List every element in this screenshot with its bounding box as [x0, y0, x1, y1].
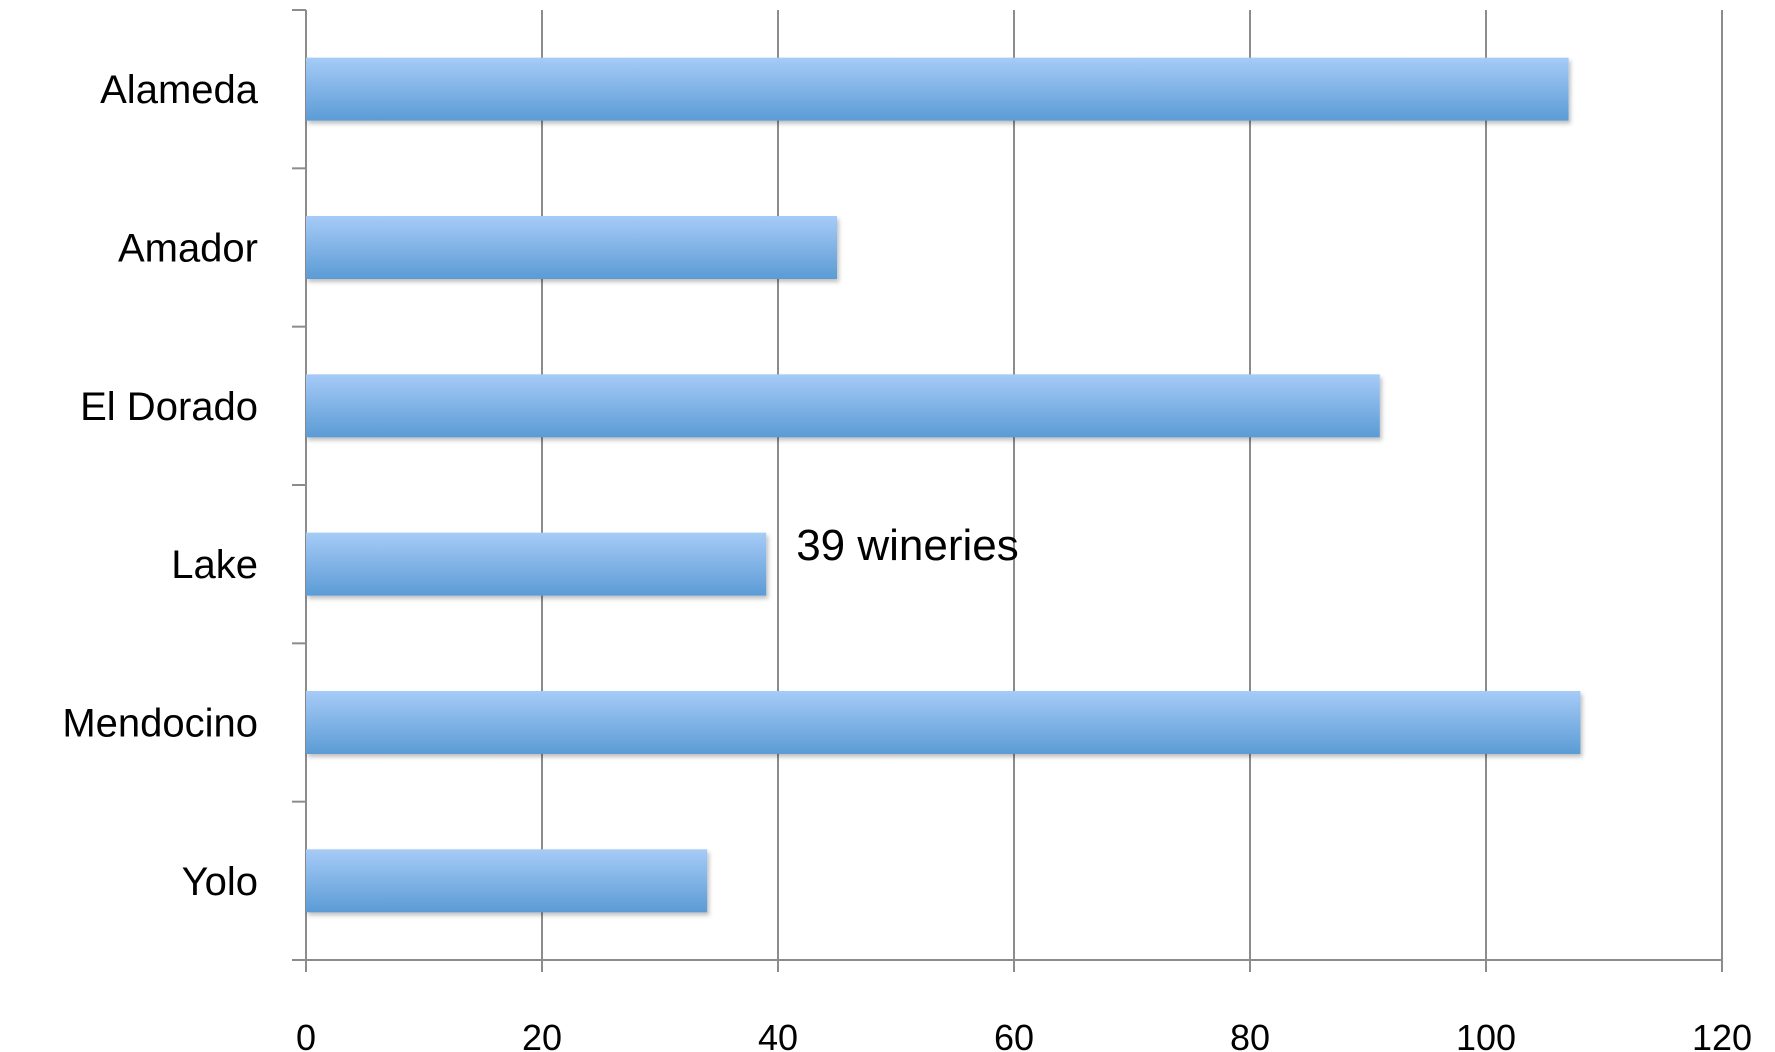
bar [306, 216, 837, 279]
x-tick-label: 120 [1692, 1017, 1752, 1052]
bar [306, 849, 708, 913]
category-label: Amador [118, 227, 258, 271]
bar [306, 691, 1581, 754]
axes [292, 9, 1723, 972]
bar [306, 532, 767, 596]
bar [306, 374, 1380, 438]
x-tick-label: 20 [522, 1017, 562, 1052]
annotation-label: 39 wineries [796, 521, 1019, 570]
gridlines [541, 10, 1723, 960]
x-tick-label: 100 [1456, 1017, 1516, 1052]
category-label: Alameda [100, 68, 259, 112]
category-label: El Dorado [80, 385, 258, 429]
x-tick-label: 40 [758, 1017, 798, 1052]
category-label: Yolo [182, 860, 258, 904]
labels: 0 20 40 60 80 100 120 Alameda Amador El Dorado Lak… [62, 68, 1752, 1052]
category-label: Mendocino [62, 702, 258, 746]
x-tick-label: 60 [994, 1017, 1034, 1052]
category-label: Lake [171, 543, 258, 587]
bars [306, 57, 1581, 913]
x-tick-label: 0 [296, 1017, 316, 1052]
x-tick-label: 80 [1230, 1017, 1270, 1052]
bar [306, 57, 1569, 121]
